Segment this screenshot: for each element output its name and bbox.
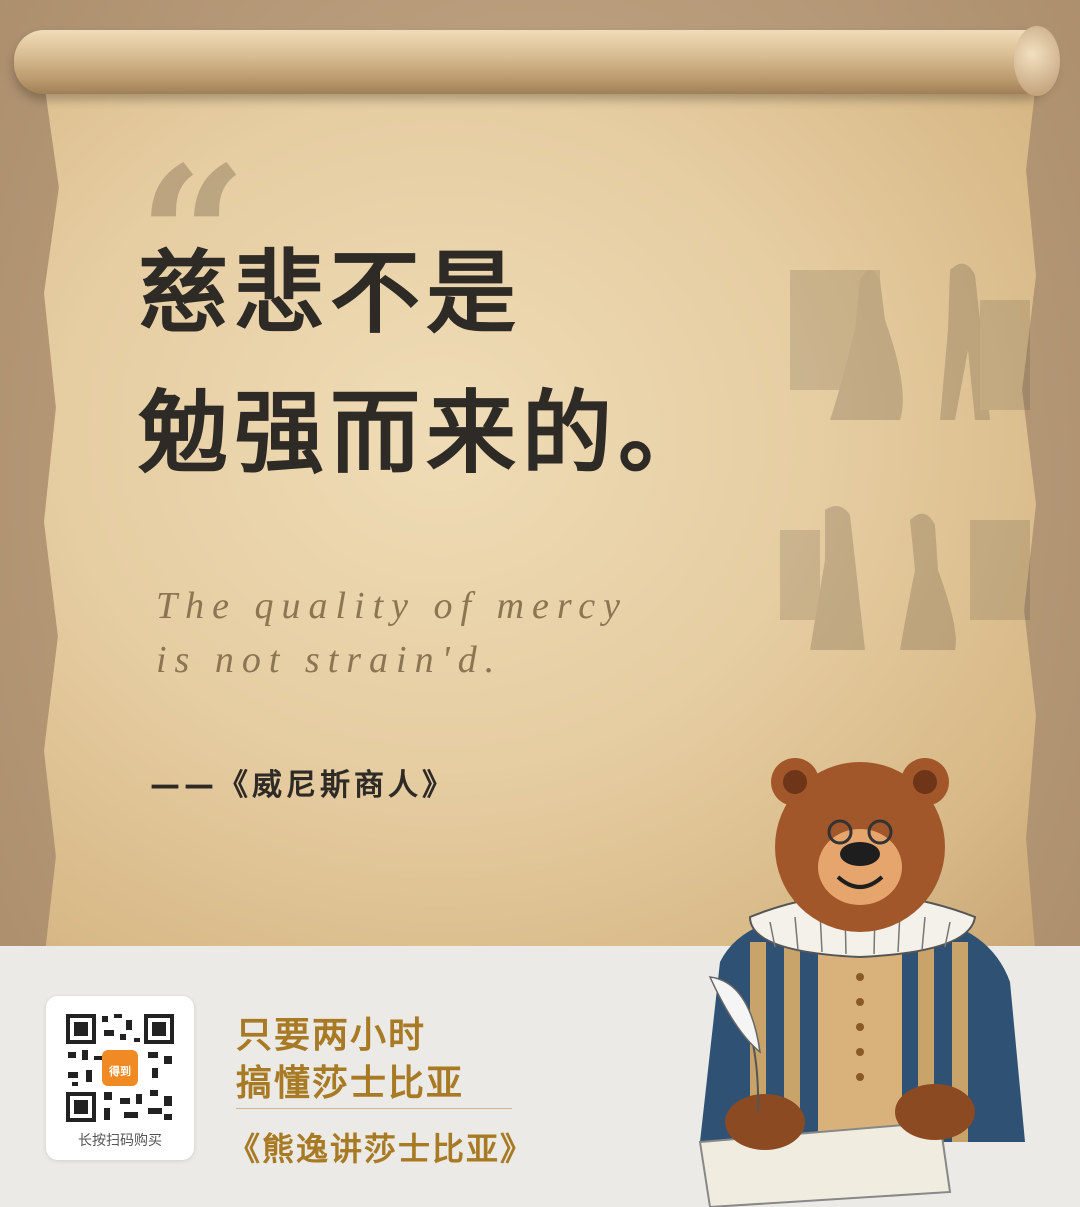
qr-caption: 长按扫码购买 [78, 1133, 162, 1149]
qr-code[interactable] [64, 1012, 176, 1124]
scroll-roll-end [1014, 26, 1060, 96]
period-figures-illustration [790, 263, 1030, 420]
bear-mascot-illustration [698, 758, 1025, 1207]
slogan-line-1: 只要两小时 [236, 1015, 427, 1056]
slogan-line-2: 搞懂莎士比亚 [236, 1063, 465, 1104]
scroll-top-roll [14, 30, 1054, 94]
quote-mark-icon: “ [138, 125, 248, 348]
quote-line-1: 慈悲不是 [138, 240, 522, 346]
quote-source: ——《威尼斯商人》 [150, 768, 456, 803]
period-figures-illustration-2 [780, 506, 1030, 650]
qr-logo-text: 得到 [109, 1065, 131, 1078]
english-quote-line-1: The quality of mercy [156, 585, 629, 627]
slogan-divider [236, 1108, 512, 1109]
qr-card[interactable]: 得到 长按扫码购买 [46, 996, 194, 1160]
quote-line-2: 勉强而来的。 [138, 380, 714, 486]
course-title[interactable]: 《熊逸讲莎士比亚》 [228, 1130, 535, 1168]
english-quote-line-2: is not strain'd. [156, 639, 503, 681]
